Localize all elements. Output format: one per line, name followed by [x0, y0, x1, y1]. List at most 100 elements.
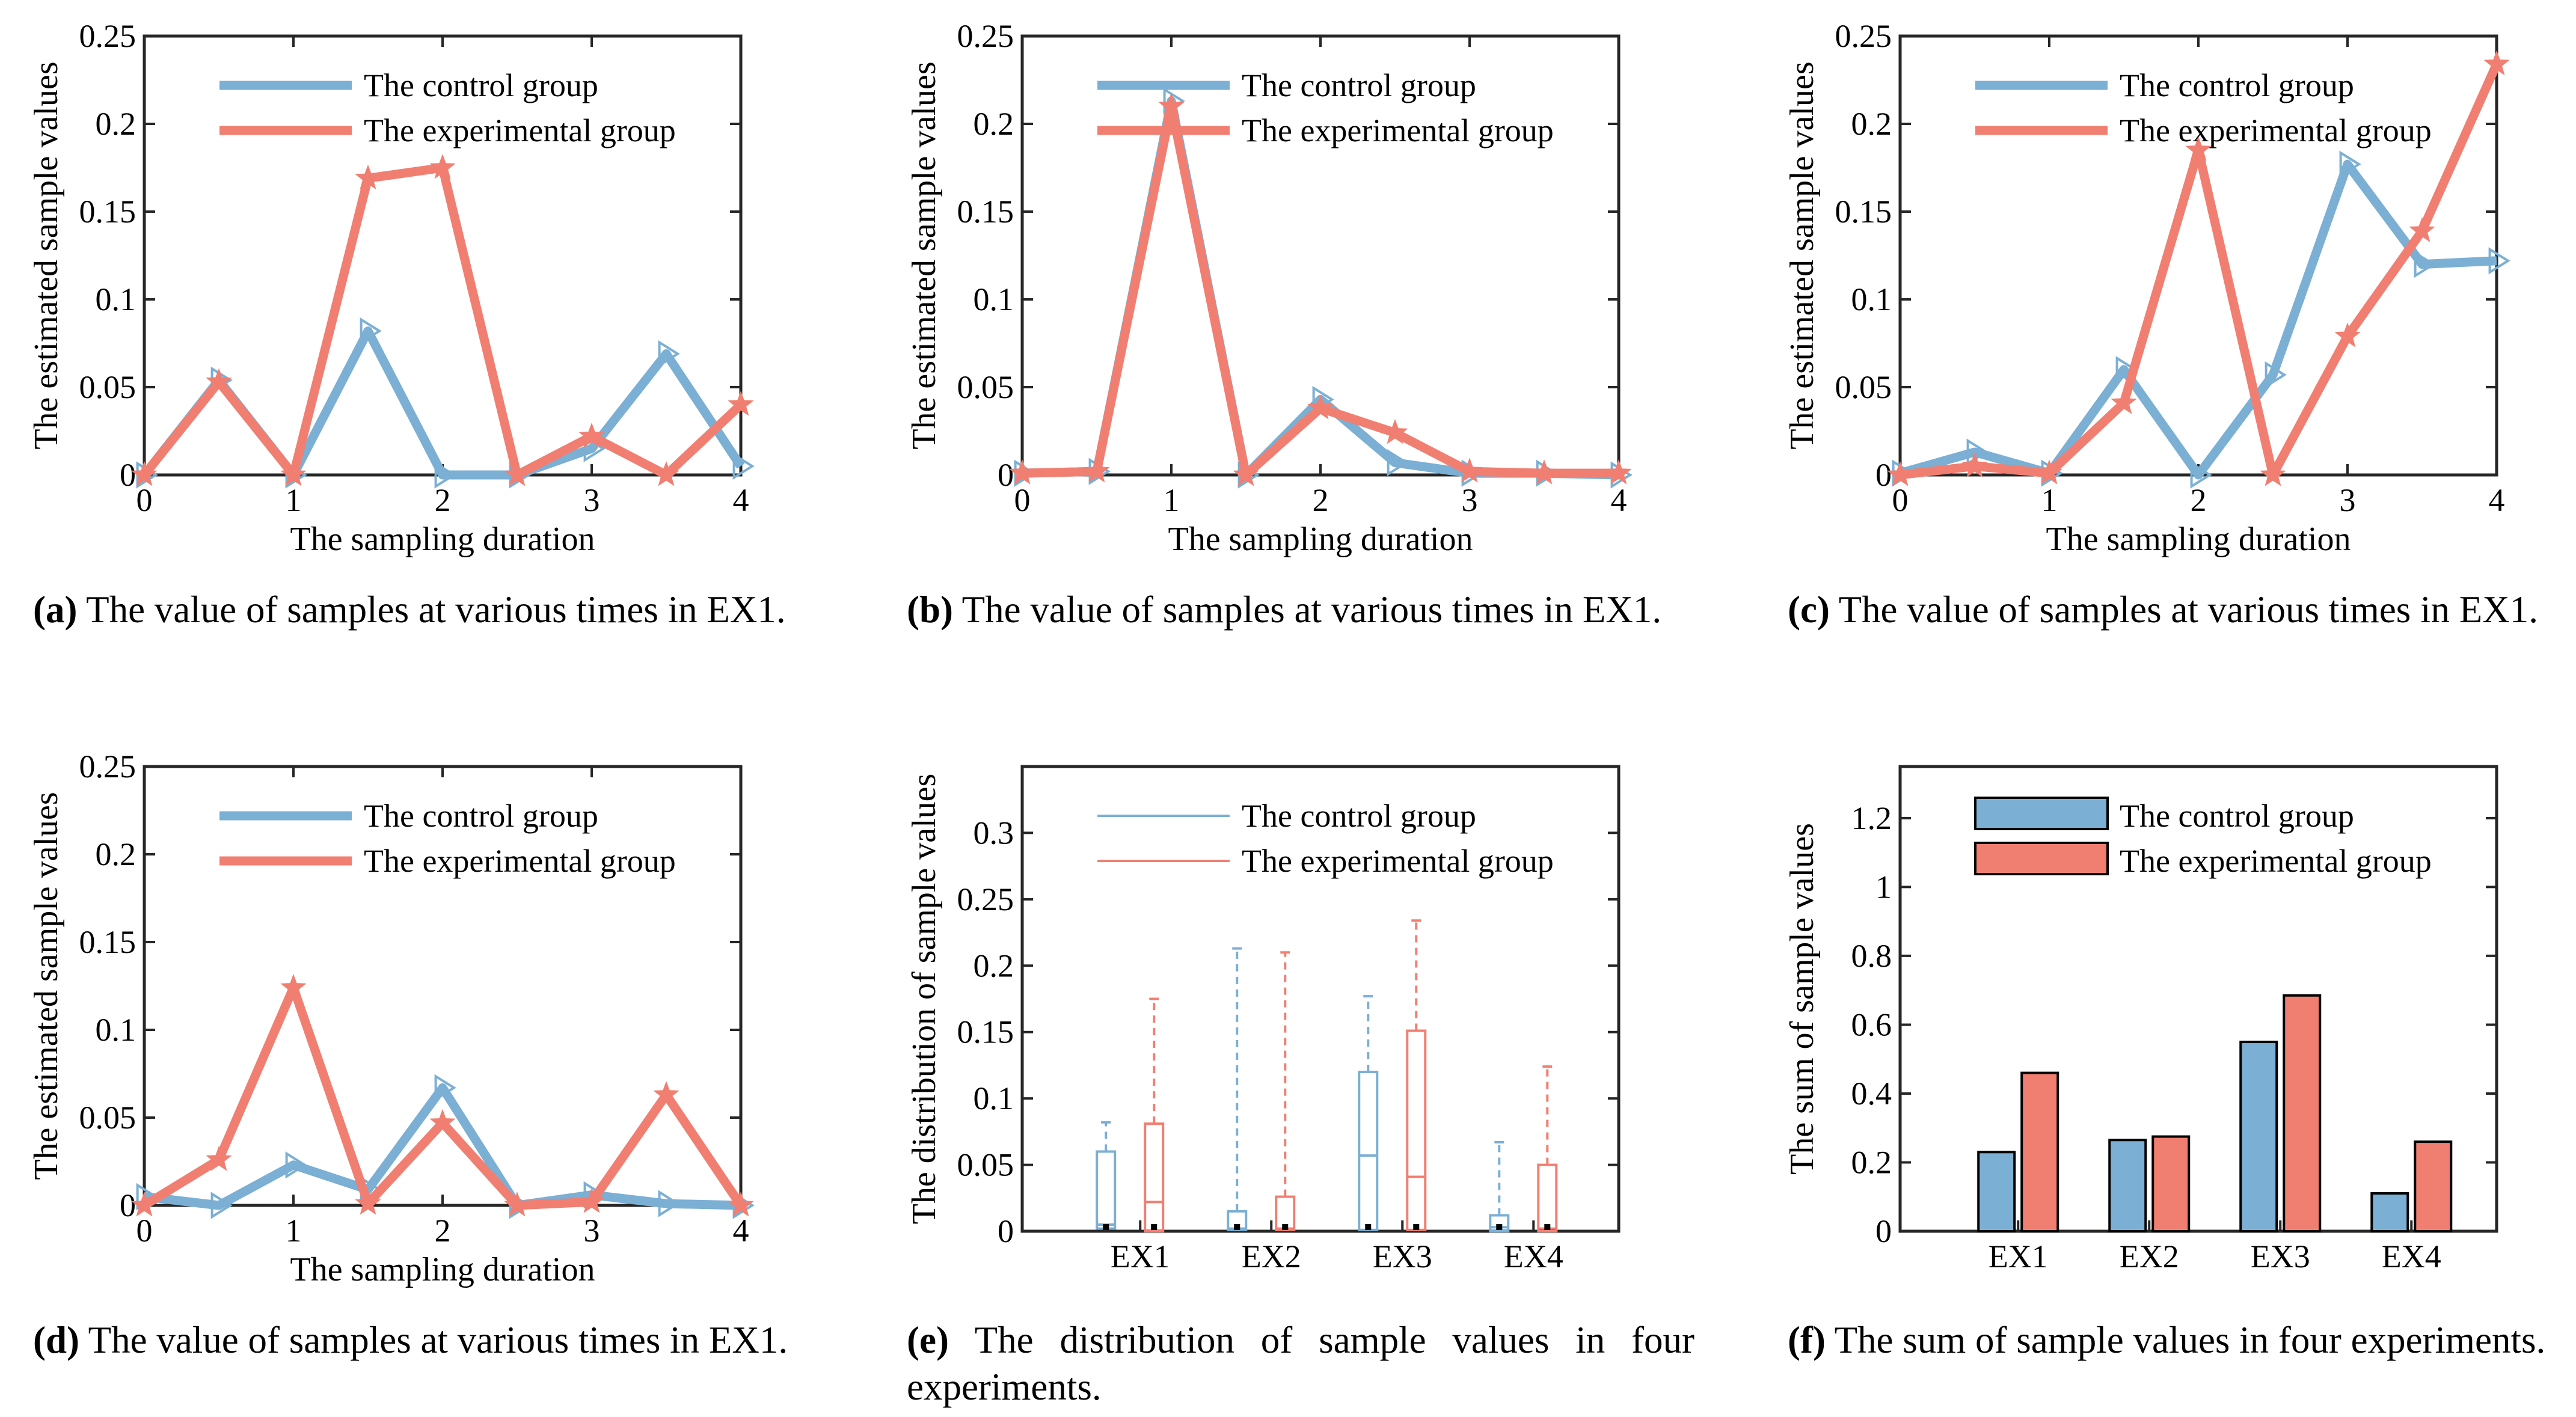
data-point-control [732, 452, 755, 480]
box-outlier [1151, 1224, 1158, 1230]
data-point-experimental [504, 461, 530, 486]
y-tick-label: 0.25 [79, 18, 136, 54]
box-experimental [1537, 1163, 1558, 1232]
data-point-control [2190, 461, 2212, 489]
x-tick-label: 2 [2191, 482, 2207, 518]
x-tick-label: 0 [1014, 482, 1031, 518]
y-tick-label: 0.15 [1835, 194, 1892, 230]
data-point-control [2488, 247, 2510, 275]
data-point-experimental [280, 461, 307, 486]
data-point-control [1966, 438, 1989, 466]
legend-label-control: The control group [2120, 798, 2354, 834]
data-point-control [210, 1192, 233, 1219]
y-tick-label: 0.4 [1851, 1076, 1892, 1112]
y-axis-label: The distribution of sample values [906, 774, 943, 1225]
category-label: EX3 [1373, 1238, 1432, 1275]
data-point-experimental [578, 422, 605, 448]
bar-control [2108, 1139, 2147, 1232]
data-point-experimental [578, 1188, 605, 1213]
data-point-control [658, 340, 680, 368]
x-tick-label: 3 [2340, 482, 2356, 518]
category-label: EX4 [2382, 1238, 2441, 1275]
x-tick-label: 4 [1611, 482, 1627, 518]
x-tick-label: 3 [584, 482, 600, 518]
data-point-experimental [1233, 461, 1259, 486]
y-tick-label: 0 [998, 1213, 1014, 1249]
x-tick-label: 0 [136, 482, 153, 518]
y-tick-label: 0.1 [1851, 281, 1892, 317]
caption-e: (e) The distribution of sample values in… [907, 1319, 1695, 1408]
data-point-experimental [1456, 458, 1483, 483]
data-point-experimental [206, 1146, 232, 1171]
data-point-control [285, 1151, 307, 1179]
data-point-experimental [504, 1192, 530, 1217]
box-experimental [1144, 1122, 1165, 1232]
y-tick-label: 0.2 [96, 836, 136, 872]
legend-label-control: The control group [2120, 67, 2354, 103]
bar-control [1977, 1151, 2016, 1232]
x-axis-label: The sampling duration [2046, 521, 2351, 558]
y-tick-label: 0.2 [974, 106, 1014, 142]
data-point-experimental [2334, 322, 2361, 347]
x-tick-label: 2 [435, 1213, 451, 1249]
data-point-control [2414, 250, 2436, 278]
data-point-experimental [728, 391, 754, 416]
data-point-experimental [2185, 136, 2212, 162]
y-tick-label: 0.15 [79, 194, 136, 230]
y-axis-label: The estimated sample values [28, 61, 65, 449]
y-tick-label: 0.25 [1835, 18, 1892, 54]
data-point-experimental [2483, 50, 2510, 76]
data-point-experimental [280, 974, 307, 999]
plot-frame [1898, 765, 2498, 1233]
x-tick-label: 3 [584, 1213, 600, 1249]
series-line-experimental [141, 163, 744, 480]
series-line-control [1898, 159, 2497, 480]
y-tick-label: 0.1 [96, 281, 136, 317]
legend-label-experimental: The experimental group [364, 843, 676, 879]
y-tick-label: 1 [1875, 869, 1892, 905]
x-tick-label: 4 [733, 1213, 749, 1249]
legend-swatch-control [1974, 797, 2109, 830]
y-tick-label: 0.1 [96, 1012, 136, 1048]
box-outlier [1234, 1224, 1240, 1230]
x-tick-label: 4 [2489, 482, 2505, 518]
data-point-experimental [653, 1081, 679, 1106]
data-point-experimental [1084, 458, 1110, 483]
box-outlier [1496, 1224, 1503, 1230]
data-point-experimental [429, 1109, 456, 1134]
x-tick-label: 3 [1462, 482, 1478, 518]
x-tick-label: 1 [2041, 482, 2058, 518]
y-tick-label: 0.2 [1851, 106, 1892, 142]
caption-d: (d) The value of samples at various time… [33, 1319, 788, 1361]
box-outlier [1413, 1224, 1420, 1230]
data-point-experimental [2409, 217, 2435, 242]
series-line-control [144, 1083, 741, 1210]
data-point-control [360, 317, 382, 345]
y-axis-label: The estimated sample values [1783, 61, 1821, 449]
bar-control [2239, 1041, 2278, 1233]
y-tick-label: 0 [998, 457, 1014, 493]
y-tick-label: 0.6 [1851, 1006, 1892, 1042]
x-tick-label: 1 [286, 1213, 302, 1249]
box-control [1096, 1150, 1117, 1230]
data-point-control [2265, 361, 2287, 389]
y-axis-label: The estimated sample values [906, 61, 943, 449]
y-tick-label: 0.25 [79, 748, 136, 785]
series-line-experimental [142, 983, 745, 1210]
y-tick-label: 0.05 [957, 369, 1014, 405]
y-axis-label: The sum of sample values [1783, 823, 1821, 1175]
box-outlier [1365, 1224, 1372, 1230]
data-point-experimental [728, 1192, 754, 1217]
caption-a: (a) The value of samples at various time… [33, 589, 786, 631]
legend-label-experimental: The experimental group [364, 112, 676, 148]
bar-experimental [2283, 994, 2322, 1232]
bar-experimental [2020, 1071, 2059, 1232]
data-point-control [434, 1074, 456, 1101]
caption-f: (f) The sum of sample values in four exp… [1788, 1319, 2546, 1361]
y-tick-label: 0 [1875, 457, 1892, 493]
x-axis-label: The sampling duration [290, 1251, 595, 1288]
y-tick-label: 0.8 [1851, 938, 1892, 974]
x-tick-label: 0 [1892, 482, 1909, 518]
plot-frame [1020, 765, 1621, 1233]
